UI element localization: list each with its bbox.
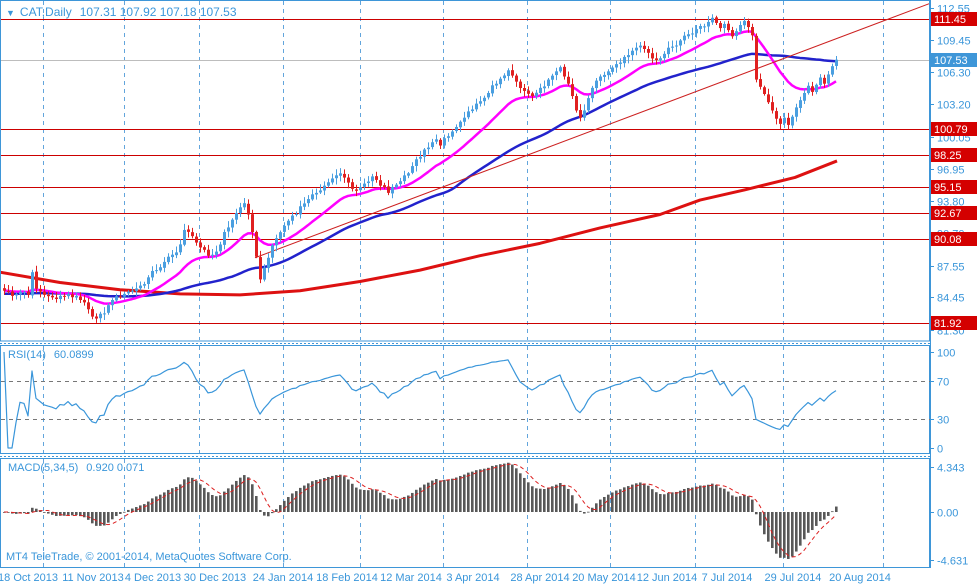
svg-text:28 Apr 2014: 28 Apr 2014 — [510, 572, 569, 584]
macd-axis: 4.343 0.00 -4.631 — [930, 463, 968, 568]
svg-text:87.55: 87.55 — [937, 262, 965, 274]
rsi-panel: 100 70 30 0 — [1, 348, 955, 456]
svg-text:4.343: 4.343 — [937, 463, 965, 475]
svg-text:3 Apr 2014: 3 Apr 2014 — [446, 572, 499, 584]
svg-text:106.30: 106.30 — [937, 68, 971, 80]
svg-text:0.00: 0.00 — [937, 508, 958, 520]
svg-text:95.15: 95.15 — [934, 182, 962, 194]
svg-text:-4.631: -4.631 — [937, 556, 968, 568]
svg-text:29 Jul 2014: 29 Jul 2014 — [765, 572, 822, 584]
ma-lines — [1, 3, 929, 305]
svg-text:0: 0 — [937, 444, 943, 456]
svg-text:98.25: 98.25 — [934, 150, 962, 162]
macd-signal-line — [3, 463, 837, 558]
svg-text:96.95: 96.95 — [937, 165, 965, 177]
sma200-line — [1, 159, 838, 297]
svg-text:100.79: 100.79 — [934, 124, 968, 136]
svg-text:90.08: 90.08 — [934, 234, 962, 246]
svg-text:7 Jul 2014: 7 Jul 2014 — [702, 572, 753, 584]
panel-borders — [0, 0, 931, 568]
svg-text:4 Dec 2013: 4 Dec 2013 — [125, 572, 181, 584]
svg-text:30 Dec 2013: 30 Dec 2013 — [184, 572, 246, 584]
price-badges: 111.45 100.79 98.25 95.15 92.67 90.08 81.92 107… — [931, 12, 977, 330]
svg-text:20 Aug 2014: 20 Aug 2014 — [829, 572, 891, 584]
candles-layer — [3, 14, 838, 323]
svg-text:93.80: 93.80 — [937, 197, 965, 209]
macd-histogram — [3, 462, 838, 559]
svg-text:18 Feb 2014: 18 Feb 2014 — [316, 572, 378, 584]
svg-text:111.45: 111.45 — [934, 14, 966, 26]
svg-text:18 Oct 2013: 18 Oct 2013 — [0, 572, 58, 584]
date-axis: 18 Oct 2013 11 Nov 2013 4 Dec 2013 30 Dec 2… — [0, 572, 891, 584]
current-price-badge — [931, 53, 977, 67]
svg-text:100: 100 — [937, 348, 955, 360]
svg-text:30: 30 — [937, 415, 949, 427]
svg-text:12 Mar 2014: 12 Mar 2014 — [380, 572, 442, 584]
svg-text:107.53: 107.53 — [934, 55, 968, 67]
svg-text:81.92: 81.92 — [934, 318, 962, 330]
sma50-line — [3, 52, 837, 298]
svg-text:109.45: 109.45 — [937, 36, 971, 48]
svg-text:103.20: 103.20 — [937, 100, 971, 112]
svg-text:20 May 2014: 20 May 2014 — [572, 572, 636, 584]
rsi-line — [3, 351, 837, 449]
ema-fast-line — [3, 30, 837, 305]
trendline — [254, 3, 929, 259]
svg-text:12 Jun 2014: 12 Jun 2014 — [637, 572, 698, 584]
svg-text:24 Jan 2014: 24 Jan 2014 — [253, 572, 314, 584]
svg-text:84.45: 84.45 — [937, 293, 965, 305]
svg-text:92.67: 92.67 — [934, 208, 962, 220]
grid-layer — [43, 1, 884, 567]
level-lines — [0, 19, 930, 324]
svg-text:70: 70 — [937, 377, 949, 389]
svg-text:11 Nov 2013: 11 Nov 2013 — [62, 572, 124, 584]
